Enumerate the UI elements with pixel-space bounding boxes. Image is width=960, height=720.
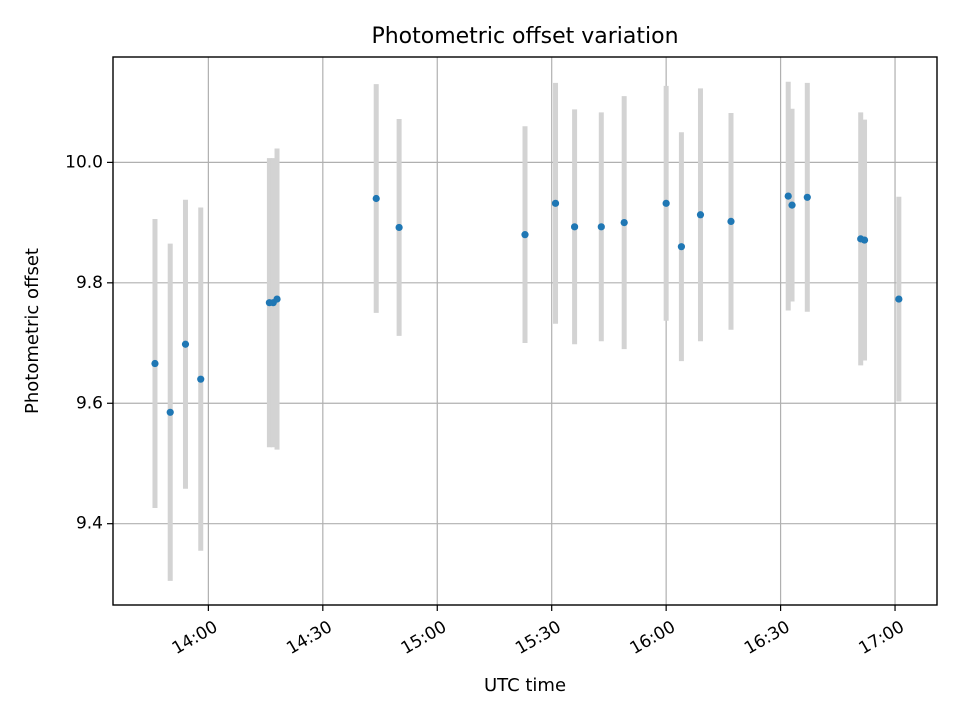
chart-title: Photometric offset variation [371,24,678,49]
x-tick-label: 15:00 [398,617,450,659]
x-tick-label: 17:00 [855,617,907,659]
data-point [273,295,281,303]
data-point [551,199,560,207]
y-axis-label: Photometric offset [22,248,43,414]
data-point [197,375,205,383]
plot-frame [112,56,938,606]
data-point [727,217,735,225]
data-point [521,231,529,239]
data-point [620,219,628,227]
x-axis-label: UTC time [484,675,566,696]
y-tick-label: 10.0 [65,152,103,172]
data-point [788,201,796,209]
grid-layer [113,57,937,605]
data-point [803,193,811,201]
data-point [372,194,380,203]
x-tick-label: 16:30 [741,617,793,659]
data-point [395,223,403,232]
data-point [662,199,670,207]
x-tick-label: 15:30 [512,617,564,659]
y-tick-label: 9.8 [76,273,103,293]
data-point [166,408,174,416]
data-point [860,236,869,244]
data-point [677,243,686,251]
data-point [570,223,579,231]
y-tick-label: 9.6 [76,393,103,413]
x-tick-label: 14:30 [283,617,335,659]
errorbar-layer [152,81,902,581]
point-layer [151,192,903,416]
y-axis-ticks: 9.4 9.6 9.8 10.0 [65,152,113,534]
y-tick-label: 9.4 [76,514,103,534]
x-axis-ticks: 14:00 14:30 15:00 15:30 16:00 16:30 17:00 [169,605,908,659]
data-point [784,192,792,200]
x-tick-label: 16:00 [627,617,679,659]
data-point [696,211,705,219]
data-point [895,295,903,303]
data-point [597,223,605,231]
data-point [181,340,190,348]
data-point [151,359,159,368]
x-tick-label: 14:00 [169,617,221,659]
